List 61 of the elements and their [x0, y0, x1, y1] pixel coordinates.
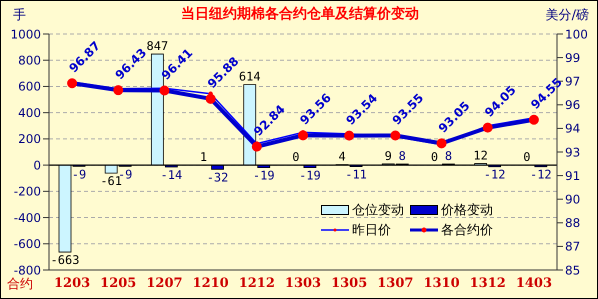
- data-label: -12: [484, 168, 506, 182]
- data-label: -19: [299, 168, 321, 183]
- data-label: 0: [430, 150, 438, 164]
- y2-tick-label: 97: [565, 74, 580, 88]
- chart-title: 当日纽约期棉各合约仓单及结算价变动: [181, 6, 419, 22]
- data-label: -663: [50, 253, 80, 268]
- x-tick-label: 1303: [284, 276, 322, 292]
- legend-label: 各合约价: [441, 222, 493, 239]
- legend-label: 昨日价: [352, 222, 391, 239]
- data-label: 12: [473, 148, 488, 163]
- y-tick-label: 1000: [10, 27, 41, 42]
- y2-tick-label: 90: [565, 192, 580, 206]
- x-tick-label: 1305: [331, 276, 368, 292]
- y2-axis-title: 美分/磅: [546, 7, 589, 24]
- y-tick-label: 200: [18, 132, 41, 146]
- data-label: 9: [384, 148, 392, 163]
- x-tick-label: 1210: [192, 276, 229, 292]
- x-axis-title: 合约: [7, 276, 33, 293]
- x-tick-label: 1312: [470, 276, 506, 292]
- data-label: 1: [200, 150, 208, 164]
- y2-tick-label: 87: [565, 240, 580, 254]
- y2-tick-label: 85: [565, 263, 580, 278]
- y2-tick-label: 96: [565, 98, 580, 112]
- data-label: -11: [345, 168, 367, 182]
- data-label: -32: [206, 170, 228, 184]
- y-tick-label: -800: [14, 263, 41, 278]
- x-tick-label: 1307: [377, 276, 414, 292]
- y-tick-label: 800: [18, 53, 41, 68]
- x-tick-label: 1212: [238, 276, 275, 292]
- data-label: 847: [146, 39, 168, 54]
- y-tick-label: -600: [14, 237, 41, 252]
- data-label: 0: [523, 150, 530, 164]
- data-label: -19: [252, 168, 275, 183]
- data-label: -14: [160, 168, 182, 182]
- y-tick-label: 600: [18, 80, 41, 94]
- data-label: 614: [238, 70, 261, 84]
- data-label: -61: [100, 174, 122, 188]
- x-tick-label: 1207: [146, 276, 183, 292]
- data-label: 0: [292, 150, 300, 164]
- data-label: 8: [444, 149, 452, 164]
- data-label: -12: [530, 168, 552, 182]
- y-tick-label: -400: [14, 210, 41, 225]
- data-label: 8: [398, 149, 406, 164]
- legend-label: 仓位变动: [352, 202, 404, 219]
- y-axis-title: 手: [13, 7, 26, 24]
- y2-tick-label: 93: [565, 145, 580, 160]
- x-tick-label: 1203: [54, 276, 90, 292]
- y2-tick-label: 100: [565, 27, 588, 42]
- y-tick-label: 0: [33, 158, 41, 172]
- y2-tick-label: 94: [565, 122, 580, 136]
- y2-tick-label: 88: [565, 216, 580, 230]
- x-tick-label: 1310: [423, 276, 460, 292]
- legend-label: 价格变动: [441, 202, 493, 219]
- y2-tick-label: 99: [565, 50, 580, 65]
- y-tick-label: -200: [14, 184, 41, 199]
- x-tick-label: 1205: [100, 276, 136, 292]
- y2-tick-label: 91: [565, 168, 580, 183]
- data-label: 4: [338, 150, 346, 164]
- y-tick-label: 400: [18, 106, 41, 120]
- data-label: -9: [72, 167, 86, 182]
- x-tick-label: 1403: [516, 276, 552, 292]
